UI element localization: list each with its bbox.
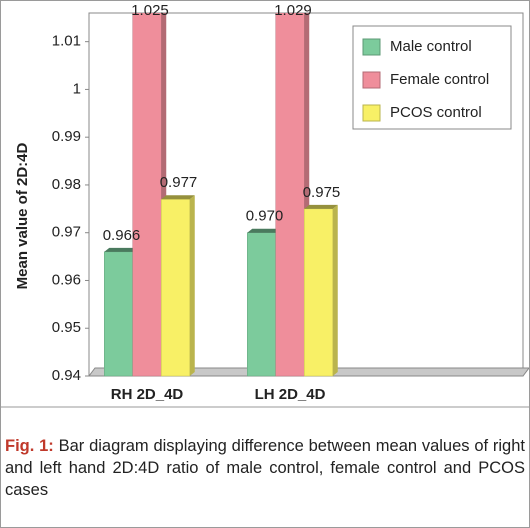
caption-text: Bar diagram displaying difference betwee…: [5, 437, 525, 499]
y-tick-label: 1: [73, 80, 81, 97]
legend-swatch: [362, 38, 381, 56]
caption-label: Fig. 1:: [5, 437, 54, 455]
data-label: 1.029: [274, 2, 312, 19]
y-tick-label: 0.95: [52, 319, 81, 336]
bar: [104, 251, 133, 377]
y-axis-label: Mean value of 2D:4D: [14, 142, 31, 289]
bar-side: [332, 204, 338, 376]
bar-side: [189, 195, 195, 376]
bar: [132, 13, 162, 377]
legend-swatch: [362, 71, 381, 89]
data-label: 0.977: [160, 174, 198, 191]
legend-label: PCOS control: [390, 104, 482, 121]
data-label: 0.970: [246, 208, 284, 225]
y-tick-label: 0.97: [52, 224, 81, 241]
bar: [161, 199, 190, 377]
x-tick-label: RH 2D_4D: [111, 386, 184, 403]
data-label: 0.975: [303, 184, 341, 201]
bar-top: [161, 195, 195, 200]
bar: [275, 13, 305, 377]
y-tick-label: 0.96: [52, 271, 81, 288]
legend-swatch: [362, 104, 381, 122]
legend-label: Female control: [390, 71, 489, 88]
data-label: 1.025: [131, 2, 169, 19]
y-tick-label: 0.98: [52, 176, 81, 193]
bar: [247, 232, 276, 377]
x-tick-label: LH 2D_4D: [255, 386, 326, 403]
legend-label: Male control: [390, 38, 472, 55]
bar: [304, 208, 333, 377]
caption: Fig. 1: Bar diagram displaying differenc…: [5, 435, 525, 501]
data-label: 0.966: [103, 227, 141, 244]
bars: [104, 13, 338, 377]
y-tick-label: 0.99: [52, 128, 81, 145]
bar-top: [304, 204, 338, 209]
chart: Mean value of 2D:4D 0.94 0.95 0.96 0.97 0.98…: [1, 2, 529, 408]
bar-top: [104, 247, 138, 252]
bar-top: [247, 228, 281, 233]
y-tick-label: 0.94: [52, 367, 81, 384]
y-tick-label: 1.01: [52, 33, 81, 50]
